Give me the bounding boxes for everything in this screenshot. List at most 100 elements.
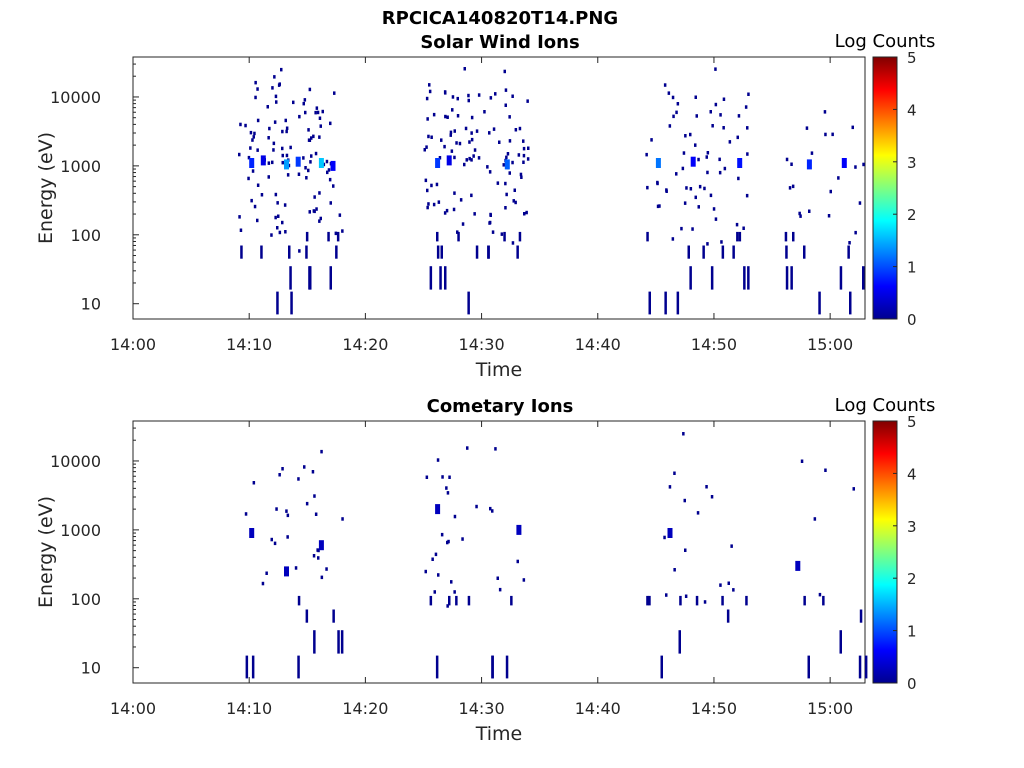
heatmap-cell [254,95,257,100]
heatmap-cell [444,266,447,290]
heatmap-cell-highlight [435,158,441,168]
heatmap-cell [436,231,439,242]
x-tick-label: 14:30 [459,335,505,354]
heatmap-cell [252,135,255,139]
heatmap-cell [798,211,801,216]
heatmap-cell [681,166,685,171]
heatmap-cell [706,242,709,246]
heatmap-cell [261,581,265,586]
heatmap-cell [858,201,862,205]
heatmap-cell [297,477,300,481]
heatmap-cell [273,541,277,546]
heatmap-cell [645,152,648,157]
heatmap-cell [336,231,340,242]
heatmap-cell [679,595,682,606]
heatmap-cell [310,136,313,140]
heatmap-cell [448,595,451,606]
heatmap-cell [848,241,851,245]
heatmap-cell [689,266,692,290]
heatmap-cell [319,216,322,221]
heatmap-cell [239,122,242,127]
x-tick-label: 14:10 [226,335,272,354]
heatmap-cell [303,98,307,102]
heatmap-cell [496,576,499,580]
heatmap-cell [449,133,452,137]
heatmap-cell [244,512,248,516]
heatmap-cell [682,151,686,155]
heatmap-cell-highlight [504,159,510,170]
heatmap-cell [810,151,814,155]
heatmap-cell [292,100,295,105]
heatmap-cell [813,517,817,521]
heatmap-cell-highlight [284,566,289,577]
heatmap-cell [723,166,727,171]
heatmap-cell [646,185,649,190]
heatmap-cell [290,291,293,315]
heatmap-cell [656,204,660,209]
heatmap-cell [483,110,486,114]
heatmap-cell [745,595,748,606]
x-axis-label: Time [475,723,523,745]
heatmap-cell [487,245,490,259]
heatmap-cell [790,162,793,166]
heatmap-cell [684,548,687,552]
heatmap-cell [274,192,278,197]
heatmap-cell [333,91,336,95]
heatmap-cell [288,245,291,259]
x-tick-label: 14:40 [575,699,621,718]
colorbar [872,420,898,684]
heatmap-cell [465,158,468,162]
heatmap-cell [695,595,699,606]
heatmap-cell [298,249,301,253]
heatmap-cell [694,143,697,147]
heatmap-cell [488,170,492,174]
y-tick-label: 10 [81,295,101,314]
y-tick-label: 10000 [50,88,101,107]
heatmap-cell-highlight [260,155,266,166]
heatmap-cell [276,201,279,205]
heatmap-cell [705,155,708,159]
heatmap-cell [310,154,313,158]
heatmap-cell [505,655,509,679]
x-tick-label: 14:40 [575,335,621,354]
x-tick-label: 15:00 [807,699,853,718]
heatmap-cell [807,655,810,679]
heatmap-cell [450,580,453,584]
panel-cometary-ions: 14:00 14:10 14:20 14:30 14:40 14:50 15:0010100… [35,413,917,745]
heatmap-cell [511,160,514,165]
heatmap-cell [289,145,292,150]
heatmap-cell [525,210,528,215]
heatmap-cell [332,184,335,188]
y-tick-label: 1000 [60,521,101,540]
heatmap-cell [698,184,702,189]
heatmap-cell [689,187,693,191]
heatmap-cell [720,240,723,244]
heatmap-cell [682,432,685,436]
colorbar-tick-label: 3 [907,154,917,172]
heatmap-cell [267,175,270,179]
heatmap-cell [498,587,502,592]
x-tick-label: 14:50 [691,335,737,354]
heatmap-cell [430,183,433,188]
heatmap-cell [722,126,725,130]
heatmap-cell [314,151,318,156]
heatmap-cell [461,222,465,226]
heatmap-cell [329,201,332,205]
heatmap-cell [522,139,525,143]
heatmap-cell [286,535,289,539]
plot-area [132,56,866,320]
heatmap-cell [440,532,444,537]
heatmap-cell [260,245,263,259]
heatmap-cell [508,139,512,143]
heatmap-cell [305,231,309,242]
heatmap-cell [244,123,247,128]
heatmap-cell [492,127,496,131]
heatmap-cell [313,494,316,498]
heatmap-cell [459,198,463,202]
heatmap-cell [477,93,481,97]
heatmap-cell [808,209,811,213]
heatmap-cell [518,126,522,131]
heatmap-cell [256,118,260,123]
heatmap-cell [425,145,428,149]
heatmap-cell [511,94,514,98]
